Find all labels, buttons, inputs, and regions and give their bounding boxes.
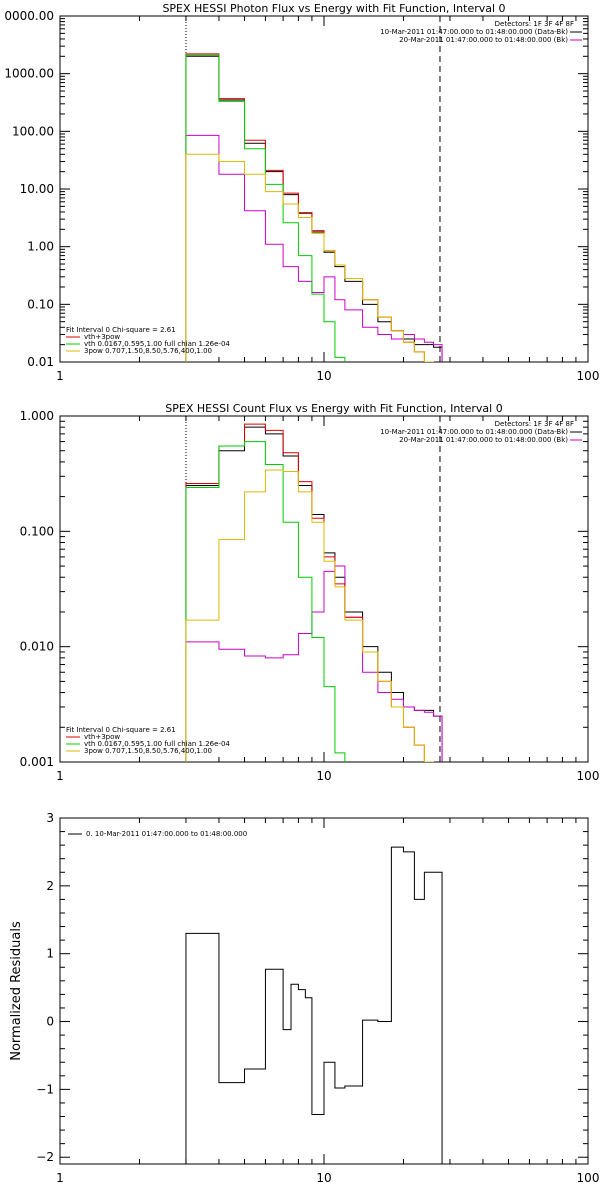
series-line-bk [185, 565, 443, 762]
y-tick-label: 0.010 [20, 640, 54, 654]
y-tick-label: 10.00 [20, 182, 54, 196]
header-legend-text: 20-Mar-2011 01:47:00.000 to 01:48:00.000… [399, 436, 568, 444]
chart-panel-1: SPEX HESSI Count Flux vs Energy with Fit… [20, 402, 600, 783]
x-tick-label: 100 [577, 1171, 600, 1185]
y-tick-label: 100.00 [12, 124, 54, 138]
y-tick-label: −2 [36, 1150, 54, 1164]
series-line-vth-3pow [185, 53, 435, 362]
y-tick-label: 1.00 [27, 240, 54, 254]
y-tick-label: 0.01 [27, 355, 54, 369]
fit-legend-text: 3pow 0.707,1.50,8.50,5.76,400,1.00 [84, 347, 212, 355]
header-legend-text: 20-Mar-2011 01:47:00.000 to 01:48:00.000… [399, 36, 568, 44]
header-legend-text: 10-Mar-2011 01:47:00.000 to 01:48:00.000… [380, 28, 568, 36]
header-legend-text: 10-Mar-2011 01:47:00.000 to 01:48:00.000… [380, 428, 568, 436]
series-line-bk [185, 134, 443, 362]
series-line-3pow [185, 153, 435, 362]
y-axis-label: Normalized Residuals [9, 921, 24, 1061]
chart-title: SPEX HESSI Photon Flux vs Energy with Fi… [162, 2, 505, 15]
series-line-3pow [185, 469, 435, 762]
y-tick-label: 0 [46, 1015, 54, 1029]
chart-panel-0: SPEX HESSI Photon Flux vs Energy with Fi… [4, 2, 600, 383]
chart-title: SPEX HESSI Count Flux vs Energy with Fit… [165, 402, 502, 415]
x-tick-label: 10 [316, 1171, 331, 1185]
series-group [185, 423, 443, 762]
detectors-label: Detectors: 1F 3F 4F 8F [495, 20, 574, 28]
fit-legend-header: Fit Interval 0 Chi-square = 2.61 [66, 726, 176, 734]
fit-legend-text: 3pow 0.707,1.50,8.50,5.76,400,1.00 [84, 747, 212, 755]
y-tick-label: −1 [36, 1082, 54, 1096]
y-tick-label: 0.100 [20, 524, 54, 538]
series-line-vth [185, 54, 346, 362]
detectors-label: Detectors: 1F 3F 4F 8F [495, 420, 574, 428]
fit-legend-text: vth 0.0167,0.595,1.00 full chian 1.26e-0… [84, 340, 230, 348]
fit-legend-text: vth 0.0167,0.595,1.00 full chian 1.26e-0… [84, 740, 230, 748]
x-tick-label: 1 [56, 769, 64, 783]
legend-text: 0. 10-Mar-2011 01:47:00.000 to 01:48:00.… [86, 830, 247, 838]
x-tick-label: 10 [316, 369, 331, 383]
fit-legend-header: Fit Interval 0 Chi-square = 2.61 [66, 326, 176, 334]
x-tick-label: 1 [56, 369, 64, 383]
y-tick-label: 1.000 [20, 409, 54, 423]
x-tick-label: 100 [577, 369, 600, 383]
y-tick-label: 1 [46, 947, 54, 961]
y-tick-label: 2 [46, 879, 54, 893]
y-tick-label: 0.10 [27, 297, 54, 311]
fit-legend-text: vth+3pow [84, 333, 120, 341]
series-group [185, 53, 443, 362]
y-tick-label: 0000.00 [4, 9, 54, 23]
series-line-data-bk [185, 55, 443, 362]
series-line-residuals [185, 846, 443, 1164]
x-tick-label: 100 [577, 769, 600, 783]
x-tick-label: 1 [56, 1171, 64, 1185]
y-tick-label: 3 [46, 811, 54, 825]
fit-legend-text: vth+3pow [84, 733, 120, 741]
y-tick-label: 1000.00 [4, 67, 54, 81]
series-line-vth [185, 441, 346, 762]
chart-panel-2: 1 10 100 −2 −1 0 1 2 3 Normalized Residuals 0. 10-… [9, 811, 600, 1185]
x-tick-label: 10 [316, 769, 331, 783]
y-tick-label: 0.001 [20, 755, 54, 769]
series-group [185, 846, 443, 1164]
